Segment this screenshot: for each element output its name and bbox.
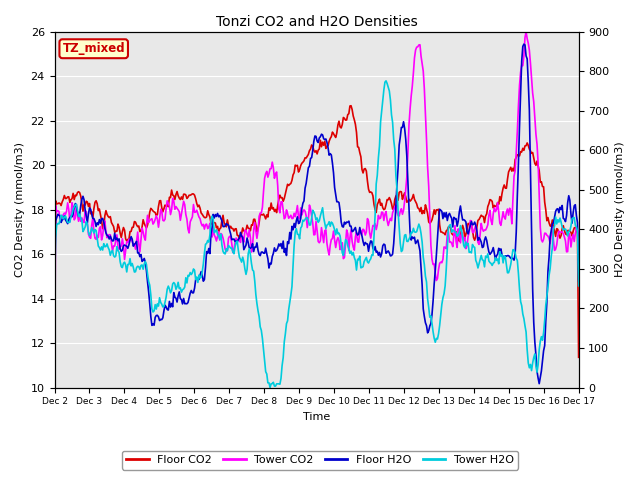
Title: Tonzi CO2 and H2O Densities: Tonzi CO2 and H2O Densities (216, 15, 417, 29)
Text: TZ_mixed: TZ_mixed (62, 42, 125, 55)
Y-axis label: H2O Density (mmol/m3): H2O Density (mmol/m3) (615, 142, 625, 277)
Legend: Floor CO2, Tower CO2, Floor H2O, Tower H2O: Floor CO2, Tower CO2, Floor H2O, Tower H… (122, 451, 518, 469)
X-axis label: Time: Time (303, 412, 330, 422)
Y-axis label: CO2 Density (mmol/m3): CO2 Density (mmol/m3) (15, 142, 25, 277)
